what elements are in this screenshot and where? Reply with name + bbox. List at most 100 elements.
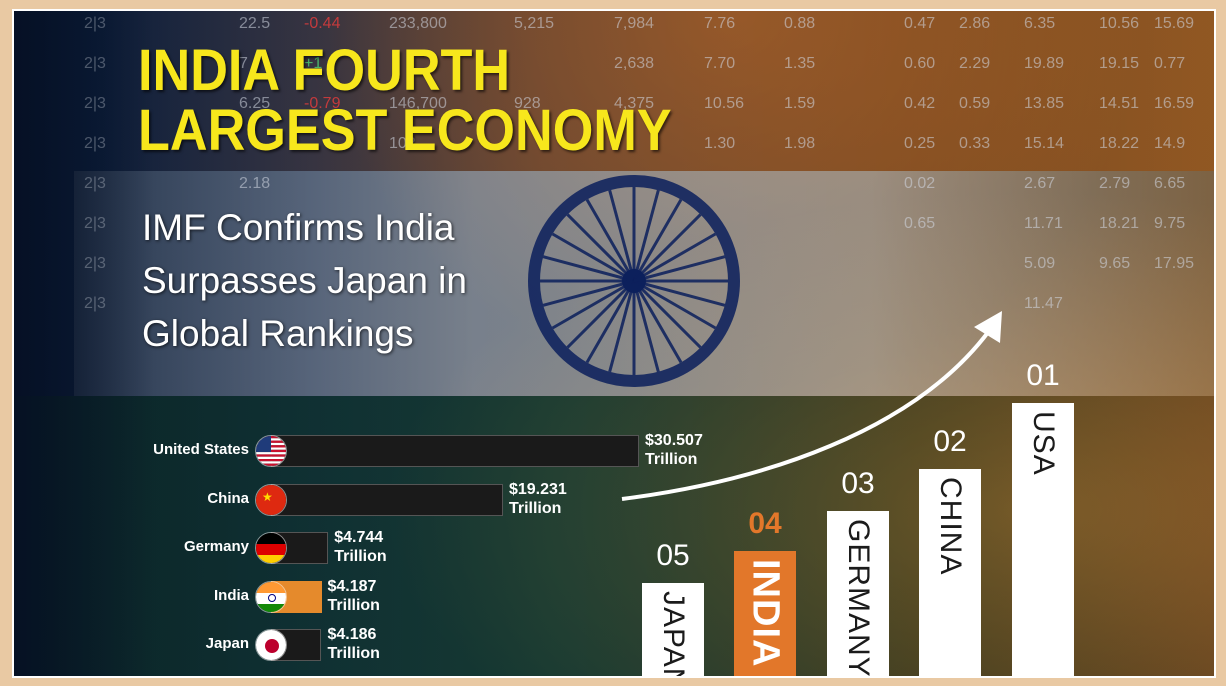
ticker-cell: 13.85 <box>1024 95 1065 112</box>
rank-number: 03 <box>841 467 875 500</box>
ticker-cell: 15.14 <box>1024 135 1065 152</box>
rank-column-china: CHINA <box>919 469 981 676</box>
chakra-spoke <box>633 279 726 307</box>
chakra-spoke <box>542 279 635 307</box>
chakra-spoke <box>632 280 660 373</box>
rank-number: 04 <box>748 507 782 540</box>
gdp-unit: Trillion <box>327 645 380 662</box>
subheadline: IMF Confirms India Surpasses Japan in Gl… <box>142 201 612 360</box>
ticker-cell: 2|3 <box>84 135 106 152</box>
ticker-cell: 2|3 <box>84 95 106 112</box>
rank-column-usa: USA <box>1012 403 1074 676</box>
ticker-cell: 0.77 <box>1154 55 1186 72</box>
ticker-cell: 17.95 <box>1154 255 1195 272</box>
left-shade <box>14 11 154 676</box>
gdp-value: $19.231 <box>508 480 567 498</box>
ticker-cell: 5,215 <box>514 15 555 32</box>
ticker-cell: 102 <box>389 135 416 152</box>
country-label: India <box>213 586 249 604</box>
stock-ticker-background: 2|3 22.5 -0.44 233,800 5,215 7,984 7.76 0.88 0.4… <box>14 11 1214 341</box>
ticker-cell: 1.98 <box>784 135 816 152</box>
gdp-bar-row: China ★ $19.231 Trillion <box>114 480 634 520</box>
ticker-cell: -0.44 <box>304 15 341 32</box>
ticker-cell: 22.5 <box>239 15 271 32</box>
rank-number: 01 <box>1026 359 1060 392</box>
gdp-bar-row: India $4.187 Trillion <box>114 577 634 617</box>
headline: INDIA FOURTH LARGEST ECONOMY <box>138 41 696 161</box>
gdp-value: $30.507 <box>645 432 703 449</box>
ticker-cell: 2|3 <box>84 215 106 232</box>
gdp-value-label: $30.507 Trillion <box>645 431 703 469</box>
germany-flag-icon <box>255 532 287 564</box>
svg-text:★: ★ <box>262 490 273 504</box>
ticker-cell: 18.21 <box>1099 215 1140 232</box>
chakra-spoke <box>585 198 636 282</box>
gdp-unit: Trillion <box>645 451 698 468</box>
ticker-cell: 0.88 <box>784 15 816 32</box>
economy-ranking-chart: JAPAN 05 INDIA 04 GERMANY 03 CHINA 02 USA 01 <box>614 311 1094 678</box>
chakra-spoke <box>585 280 636 364</box>
rank-country-label: GERMANY <box>842 519 875 678</box>
ticker-cell: 0.65 <box>904 215 936 232</box>
gdp-value: $4.744 <box>334 529 384 546</box>
ticker-cell: 11.71 <box>1024 215 1063 232</box>
ticker-cell: 5.09 <box>1024 255 1056 272</box>
ticker-cell: 6.35 <box>1024 15 1056 32</box>
ticker-cell: 2.79 <box>1099 175 1131 192</box>
ticker-cell: 146,700 <box>389 95 447 112</box>
chakra-spoke <box>633 255 726 283</box>
rank-column-germany: GERMANY <box>827 511 889 678</box>
ticker-cell: 1.30 <box>704 135 736 152</box>
gdp-value-label: $4.187 Trillion <box>328 577 380 615</box>
gdp-bar-row: Japan $4.186 Trillion <box>114 625 634 665</box>
ticker-cell: 0.47 <box>904 15 936 32</box>
ticker-cell: 9.65 <box>1099 255 1131 272</box>
country-label: China <box>207 489 249 507</box>
rank-number: 05 <box>656 539 690 572</box>
gdp-unit: Trillion <box>327 596 380 614</box>
ticker-row: 2|3 11.47 <box>14 295 1214 333</box>
rank-country-label: CHINA <box>934 477 967 576</box>
chakra-spoke <box>633 279 717 330</box>
ticker-cell: 0.60 <box>904 55 936 72</box>
ticker-cell: 2|3 <box>84 55 106 72</box>
gdp-unit: Trillion <box>334 548 387 565</box>
headline-line-2: LARGEST ECONOMY <box>138 98 672 163</box>
japan-flag-icon <box>255 629 287 661</box>
rank-country-label: INDIA <box>744 559 787 668</box>
country-label: United States <box>153 441 249 458</box>
gdp-value: $4.186 <box>327 626 377 643</box>
ticker-row: 2|3 7 +1 2,638 7.70 1.35 0.60 2.29 19.89 19.15 0.7… <box>14 55 1214 93</box>
ticker-cell: 7.70 <box>704 55 736 72</box>
ticker-cell: 2.86 <box>959 15 991 32</box>
country-label: Germany <box>183 538 249 555</box>
ashoka-chakra-icon <box>528 175 740 387</box>
ticker-cell: 6.65 <box>1154 175 1186 192</box>
ticker-cell: 2.18 <box>239 175 271 192</box>
ticker-cell: 0.59 <box>959 95 991 112</box>
ticker-cell: 0.42 <box>904 95 936 112</box>
thumbnail-canvas: 2|3 22.5 -0.44 233,800 5,215 7,984 7.76 0.88 0.4… <box>12 9 1216 678</box>
ticker-cell: 6.25 <box>239 95 271 112</box>
chakra-spoke <box>566 279 636 349</box>
chakra-spoke <box>542 255 635 283</box>
ticker-cell: +1 <box>304 55 323 72</box>
rank-country-label: USA <box>1027 411 1060 476</box>
ticker-row: 2|3 0.65 11.71 18.21 9.75 <box>14 215 1214 253</box>
ticker-cell: 15.69 <box>1154 15 1195 32</box>
ticker-cell: 2|3 <box>84 175 106 192</box>
gdp-value-label: $19.231 Trillion <box>509 480 567 518</box>
chakra-spoke <box>551 232 635 283</box>
ticker-cell: 233,800 <box>389 15 447 32</box>
ticker-cell: 7,984 <box>614 15 655 32</box>
ticker-cell: 0.02 <box>904 175 936 192</box>
ticker-cell: 2.29 <box>959 55 991 72</box>
chakra-spoke <box>566 213 636 283</box>
ticker-cell: 19.89 <box>1024 55 1065 72</box>
subheadline-line-3: Global Rankings <box>142 313 414 354</box>
gdp-bar-row: United States $30.507 Trillion <box>114 431 703 471</box>
chakra-spoke <box>632 198 683 282</box>
subheadline-line-1: IMF Confirms India <box>142 207 455 248</box>
ticker-cell: 0.33 <box>959 135 991 152</box>
china-flag-icon: ★ <box>255 483 287 516</box>
